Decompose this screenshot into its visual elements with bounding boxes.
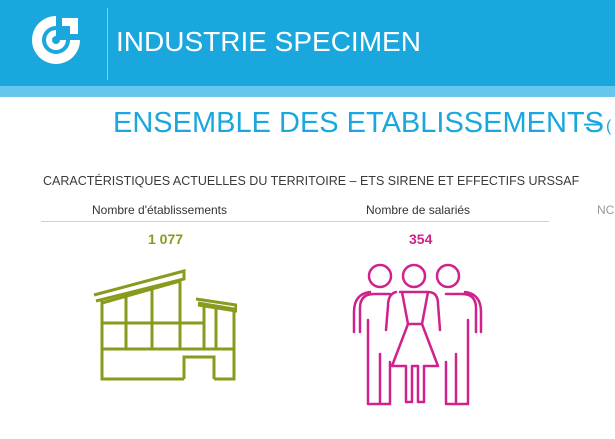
cci-logo-icon: [32, 16, 80, 64]
etablissements-value: 1 077: [148, 231, 184, 247]
header-rule: [41, 221, 549, 222]
salaries-value: 354: [409, 231, 433, 247]
etablissements-label: Nombre d'établissements: [92, 203, 228, 217]
third-column-label: NC: [597, 203, 615, 217]
page-title-dash: –: [584, 107, 601, 139]
page-title: ENSEMBLE DES ETABLISSEMENTS: [113, 107, 604, 139]
factory-icon: [93, 269, 237, 381]
header-divider: [107, 8, 108, 80]
header-stripe: [0, 86, 615, 97]
section-title: CARACTÉRISTIQUES ACTUELLES DU TERRITOIRE…: [43, 174, 580, 188]
header-banner: INDUSTRIE SPECIMEN: [0, 0, 615, 86]
app-title: INDUSTRIE SPECIMEN: [116, 26, 421, 57]
salaries-label: Nombre de salariés: [366, 203, 471, 217]
people-icon: [352, 263, 483, 406]
page-title-truncated: (: [606, 118, 612, 135]
